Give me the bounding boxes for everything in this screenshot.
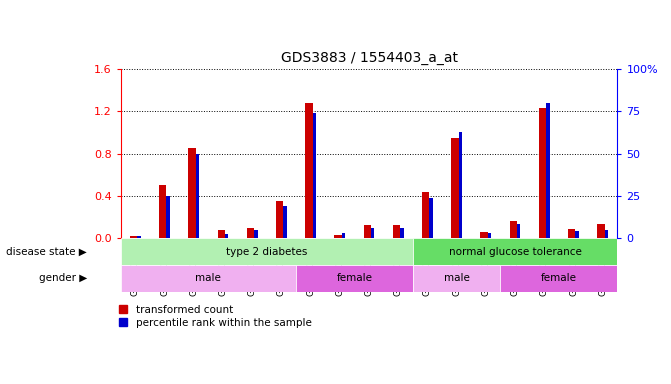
- Bar: [413, 238, 617, 265]
- Bar: [196, 154, 199, 238]
- Bar: [517, 224, 521, 238]
- Bar: [597, 224, 605, 238]
- Bar: [166, 196, 170, 238]
- Bar: [429, 198, 433, 238]
- Bar: [546, 103, 550, 238]
- Bar: [225, 234, 228, 238]
- Bar: [283, 207, 287, 238]
- Bar: [488, 233, 491, 238]
- Bar: [305, 103, 313, 238]
- Legend: transformed count, percentile rank within the sample: transformed count, percentile rank withi…: [119, 305, 311, 328]
- Bar: [371, 227, 374, 238]
- Bar: [452, 138, 458, 238]
- Bar: [458, 132, 462, 238]
- Text: normal glucose tolerance: normal glucose tolerance: [449, 247, 582, 257]
- Bar: [334, 235, 342, 238]
- Text: type 2 diabetes: type 2 diabetes: [226, 247, 307, 257]
- Text: female: female: [541, 273, 577, 283]
- Bar: [480, 232, 488, 238]
- Bar: [189, 148, 196, 238]
- Text: disease state ▶: disease state ▶: [7, 247, 87, 257]
- Bar: [342, 233, 346, 238]
- Bar: [576, 231, 579, 238]
- Bar: [276, 201, 283, 238]
- Bar: [510, 221, 517, 238]
- Bar: [539, 108, 546, 238]
- Text: gender ▶: gender ▶: [39, 273, 87, 283]
- Bar: [130, 236, 138, 238]
- Bar: [217, 230, 225, 238]
- Bar: [138, 235, 141, 238]
- Text: male: male: [444, 273, 470, 283]
- Bar: [605, 230, 608, 238]
- Bar: [393, 225, 400, 238]
- Bar: [413, 265, 501, 292]
- Bar: [400, 227, 404, 238]
- Bar: [313, 114, 316, 238]
- Bar: [422, 192, 429, 238]
- Bar: [247, 227, 254, 238]
- Text: male: male: [195, 273, 221, 283]
- Bar: [568, 228, 576, 238]
- Text: female: female: [336, 273, 372, 283]
- Bar: [296, 265, 413, 292]
- Bar: [254, 230, 258, 238]
- Bar: [121, 238, 413, 265]
- Title: GDS3883 / 1554403_a_at: GDS3883 / 1554403_a_at: [280, 51, 458, 65]
- Bar: [159, 185, 166, 238]
- Bar: [364, 225, 371, 238]
- Bar: [501, 265, 617, 292]
- Bar: [121, 265, 296, 292]
